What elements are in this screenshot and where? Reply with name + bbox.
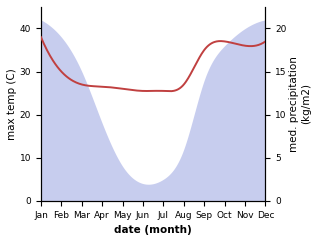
Y-axis label: med. precipitation
(kg/m2): med. precipitation (kg/m2) — [289, 56, 311, 152]
X-axis label: date (month): date (month) — [114, 225, 192, 235]
Y-axis label: max temp (C): max temp (C) — [7, 68, 17, 140]
